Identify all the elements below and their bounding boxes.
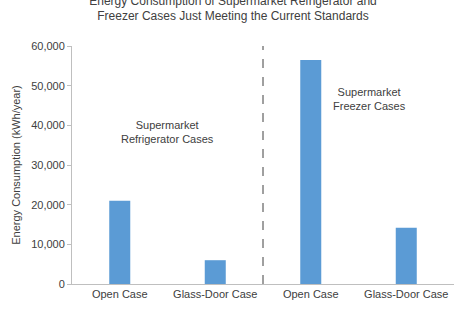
svg-text:Glass-Door Case: Glass-Door Case <box>173 288 257 300</box>
svg-text:0: 0 <box>59 278 65 290</box>
svg-text:SupermarketRefrigerator Cases: SupermarketRefrigerator Cases <box>121 119 214 145</box>
svg-text:Energy Consumption (kWh/year): Energy Consumption (kWh/year) <box>10 85 22 245</box>
svg-text:10,000: 10,000 <box>31 238 65 250</box>
svg-text:20,000: 20,000 <box>31 199 65 211</box>
svg-text:30,000: 30,000 <box>31 159 65 171</box>
svg-text:SupermarketFreezer Cases: SupermarketFreezer Cases <box>333 86 406 112</box>
svg-text:Open Case: Open Case <box>92 288 148 300</box>
svg-text:50,000: 50,000 <box>31 80 65 92</box>
svg-text:Energy Consumption of Supermar: Energy Consumption of Supermarket Refrig… <box>89 0 376 23</box>
svg-text:60,000: 60,000 <box>31 40 65 52</box>
svg-text:40,000: 40,000 <box>31 119 65 131</box>
svg-text:Glass-Door Case: Glass-Door Case <box>364 288 448 300</box>
svg-text:Open Case: Open Case <box>283 288 339 300</box>
